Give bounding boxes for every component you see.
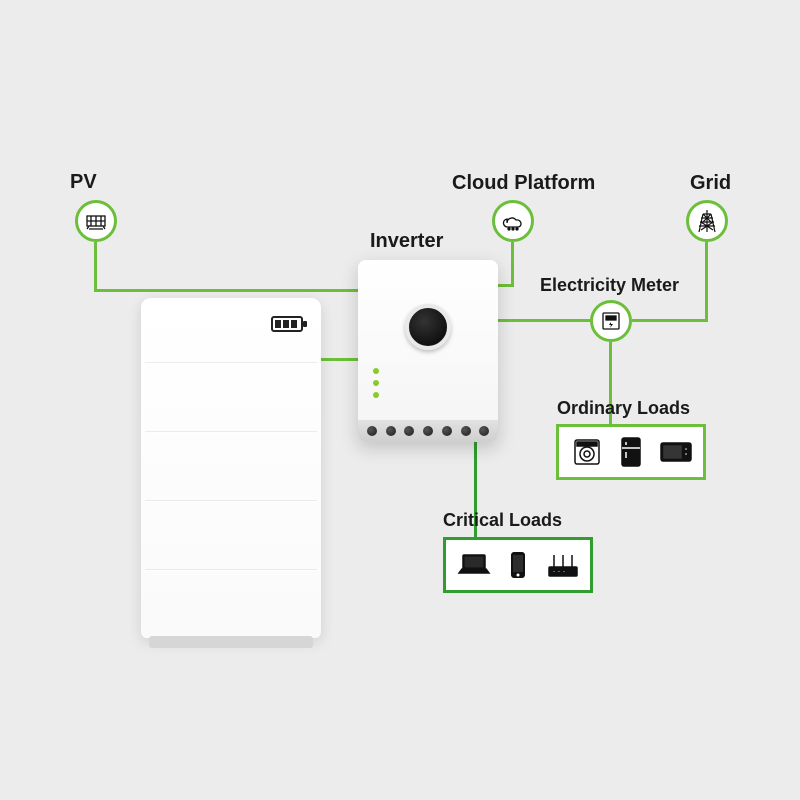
fridge-icon bbox=[614, 435, 648, 469]
laptop-icon bbox=[457, 548, 491, 582]
inverter-ports bbox=[358, 420, 498, 442]
critical-loads-box bbox=[443, 537, 593, 593]
line-cloud-left bbox=[498, 284, 513, 287]
inverter-label: Inverter bbox=[370, 230, 443, 253]
pv-label: PV bbox=[70, 171, 97, 194]
phone-icon bbox=[501, 548, 535, 582]
ordinary-label: Ordinary Loads bbox=[557, 398, 690, 419]
pv-icon bbox=[75, 200, 117, 242]
cloud-icon bbox=[492, 200, 534, 242]
line-pv-down bbox=[94, 242, 97, 292]
line-batt-inv bbox=[321, 358, 359, 361]
cloud-label: Cloud Platform bbox=[452, 172, 595, 195]
line-grid-left bbox=[632, 319, 708, 322]
line-pv-right bbox=[94, 289, 359, 292]
battery-unit bbox=[141, 298, 321, 638]
grid-label: Grid bbox=[690, 172, 731, 195]
washer-icon bbox=[570, 435, 604, 469]
battery-icon bbox=[271, 316, 303, 332]
inverter-screen bbox=[405, 304, 451, 350]
inverter-led bbox=[373, 368, 379, 374]
ordinary-loads-box bbox=[556, 424, 706, 480]
microwave-icon bbox=[659, 435, 693, 469]
meter-label: Electricity Meter bbox=[540, 275, 679, 296]
inverter-led bbox=[373, 380, 379, 386]
grid-icon bbox=[686, 200, 728, 242]
meter-icon bbox=[590, 300, 632, 342]
critical-label: Critical Loads bbox=[443, 510, 562, 531]
line-inv-meter bbox=[498, 319, 591, 322]
line-grid-down bbox=[705, 242, 708, 322]
router-icon bbox=[546, 548, 580, 582]
inverter-led bbox=[373, 392, 379, 398]
line-cloud-down bbox=[511, 242, 514, 287]
inverter-unit bbox=[358, 260, 498, 442]
